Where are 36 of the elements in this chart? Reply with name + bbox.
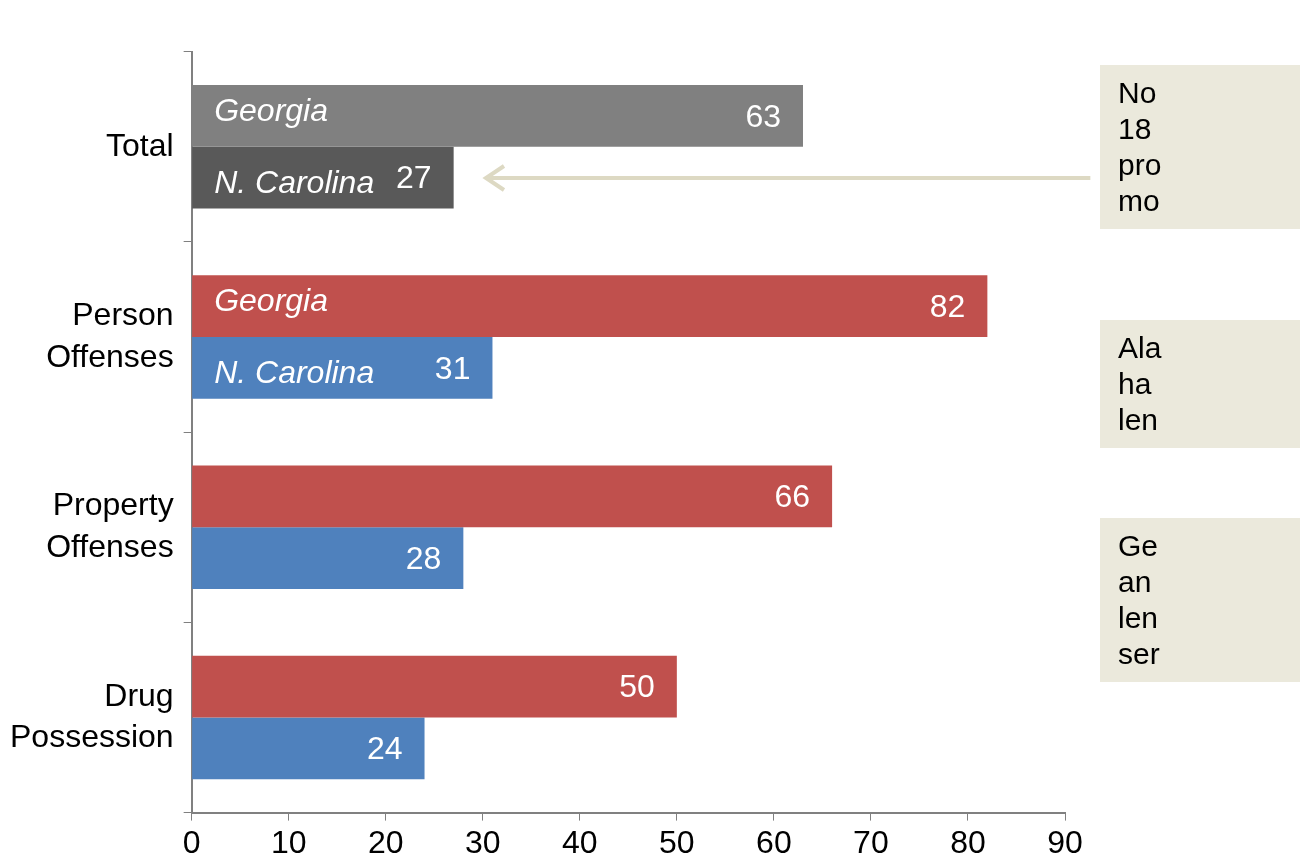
bar bbox=[192, 275, 988, 337]
x-tick-label: 80 bbox=[950, 823, 986, 860]
x-tick-label: 0 bbox=[182, 823, 201, 860]
x-tick-label: 70 bbox=[853, 823, 889, 860]
x-tick-label: 60 bbox=[756, 823, 792, 860]
text: N. Carolina bbox=[214, 353, 375, 390]
x-tick-label: 90 bbox=[1047, 823, 1083, 860]
y-tick-label: Property Offenses bbox=[46, 486, 174, 564]
text: Ge an len ser bbox=[1100, 518, 1300, 682]
bar bbox=[192, 336, 493, 399]
x-tick-label: 20 bbox=[367, 823, 404, 860]
text: No 18 pro mo bbox=[1100, 65, 1300, 229]
x-tick-label: 40 bbox=[562, 823, 598, 860]
bar bbox=[192, 146, 454, 209]
text: Ala ha len bbox=[1100, 320, 1300, 448]
data-label: 24 bbox=[366, 730, 403, 767]
data-label: 66 bbox=[774, 478, 811, 515]
data-label: 28 bbox=[405, 539, 442, 576]
x-tick-label: 50 bbox=[659, 823, 695, 860]
data-label: 27 bbox=[396, 159, 432, 196]
data-label: 82 bbox=[929, 287, 966, 324]
text: Georgia bbox=[214, 281, 328, 318]
bar bbox=[192, 527, 464, 590]
y-tick-label: Person Offenses bbox=[46, 296, 174, 374]
data-label: 31 bbox=[434, 349, 471, 386]
data-label: 63 bbox=[745, 97, 781, 134]
x-tick-label: 10 bbox=[270, 823, 307, 860]
y-tick-label: Total bbox=[106, 126, 174, 163]
bar bbox=[192, 717, 425, 780]
series-label: Georgia bbox=[214, 91, 328, 128]
bar bbox=[192, 465, 833, 528]
series-label: N. Carolina bbox=[214, 163, 375, 200]
bar bbox=[192, 655, 677, 718]
x-tick-label: 30 bbox=[464, 823, 501, 860]
data-label: 50 bbox=[619, 668, 655, 705]
y-tick-label: Drug Possession bbox=[10, 676, 174, 755]
